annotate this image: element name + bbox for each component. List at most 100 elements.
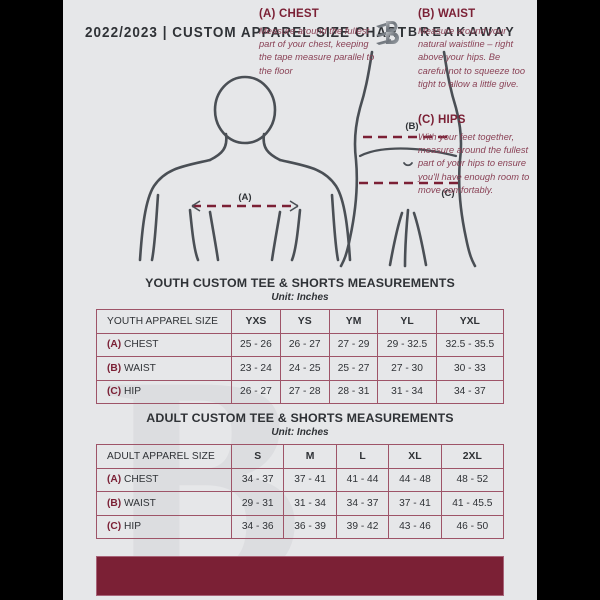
youth-hip-ys: 27 - 28 xyxy=(279,379,330,404)
adult-waist-2xl: 41 - 45.5 xyxy=(440,491,505,516)
measure-tag: (C) xyxy=(107,521,122,533)
measure-tag: (C) xyxy=(107,386,122,398)
youth-section-heading: YOUTH CUSTOM TEE & SHORTS MEASUREMENTS U… xyxy=(63,276,537,303)
adult-waist-l: 34 - 37 xyxy=(335,491,390,516)
page-title: 2022/2023 | CUSTOM APPAREL SIZE CHART xyxy=(85,25,408,41)
adult-waist-s: 29 - 31 xyxy=(230,491,285,516)
youth-size-col-4: YXL xyxy=(435,309,505,334)
callout-hips-title: (C) HIPS xyxy=(418,114,466,126)
adult-section-heading: ADULT CUSTOM TEE & SHORTS MEASUREMENTS U… xyxy=(63,411,537,438)
chest-indicator-label: (A) xyxy=(238,192,251,203)
youth-waist-ys: 24 - 25 xyxy=(279,356,330,381)
adult-section-unit: Unit: Inches xyxy=(271,427,329,438)
table-row: (A) CHEST 25 - 26 26 - 27 27 - 29 29 - 3… xyxy=(96,332,505,357)
youth-hip-ym: 28 - 31 xyxy=(328,379,379,404)
measure-label: HIP xyxy=(124,521,141,533)
youth-size-table: YOUTH APPAREL SIZE YXS YS YM YL YXL (A) … xyxy=(96,309,505,404)
measure-tag: (B) xyxy=(107,362,122,374)
callout-chest-body: Measure around the fullest part of your … xyxy=(259,26,375,76)
youth-size-col-2: YM xyxy=(328,309,379,334)
lower-body-figure xyxy=(339,50,477,268)
adult-hip-2xl: 46 - 50 xyxy=(440,514,505,539)
adult-chest-m: 37 - 41 xyxy=(283,467,337,492)
youth-section-unit: Unit: Inches xyxy=(271,292,329,303)
measure-tag: (A) xyxy=(107,474,122,486)
hip-indicator-label: (C) xyxy=(441,188,454,199)
youth-row-label-waist: (B) WAIST xyxy=(96,356,232,381)
adult-waist-m: 31 - 34 xyxy=(283,491,337,516)
table-row: (C) HIP 26 - 27 27 - 28 28 - 31 31 - 34 … xyxy=(96,379,505,404)
youth-waist-yl: 27 - 30 xyxy=(377,356,437,381)
table-row: (B) WAIST 29 - 31 31 - 34 34 - 37 37 - 4… xyxy=(96,491,505,516)
measure-label: CHEST xyxy=(124,339,159,351)
table-row: (A) CHEST 34 - 37 37 - 41 41 - 44 44 - 4… xyxy=(96,467,505,492)
adult-size-table: ADULT APPAREL SIZE S M L XL 2XL (A) CHES… xyxy=(96,444,505,539)
hip-measure-indicator: (C) xyxy=(359,181,462,199)
table-row: (B) WAIST 23 - 24 24 - 25 25 - 27 27 - 3… xyxy=(96,356,505,381)
callout-waist-title: (B) WAIST xyxy=(418,8,476,20)
youth-hip-yxl: 34 - 37 xyxy=(435,379,505,404)
youth-size-col-3: YL xyxy=(377,309,437,334)
waist-indicator-label: (B) xyxy=(405,121,418,132)
measure-label: WAIST xyxy=(124,497,156,509)
youth-chest-yxs: 25 - 26 xyxy=(231,332,281,357)
breakaway-b-logo-icon xyxy=(376,21,399,45)
youth-chest-yl: 29 - 32.5 xyxy=(377,332,437,357)
adult-size-col-1: M xyxy=(283,444,337,469)
adult-row-label-chest: (A) CHEST xyxy=(96,467,232,492)
adult-hip-s: 34 - 36 xyxy=(230,514,285,539)
measure-label: WAIST xyxy=(124,362,156,374)
adult-hip-xl: 43 - 46 xyxy=(388,514,442,539)
adult-hip-l: 39 - 42 xyxy=(335,514,390,539)
adult-size-col-3: XL xyxy=(388,444,442,469)
youth-chest-ys: 26 - 27 xyxy=(279,332,330,357)
upper-body-figure xyxy=(138,75,352,262)
youth-row-label-hip: (C) HIP xyxy=(96,379,232,404)
measure-label: HIP xyxy=(124,386,141,398)
measure-tag: (A) xyxy=(107,339,122,351)
adult-size-col-0: S xyxy=(230,444,285,469)
waist-measure-indicator: (B) xyxy=(363,121,453,139)
adult-row-label-waist: (B) WAIST xyxy=(96,491,232,516)
youth-chest-ym: 27 - 29 xyxy=(328,332,379,357)
brand-name: BREAKAWAY xyxy=(408,25,517,39)
callout-waist-body: Measure around your natural waistline – … xyxy=(418,26,525,89)
adult-chest-l: 41 - 44 xyxy=(335,467,390,492)
table-header-row: YOUTH APPAREL SIZE YXS YS YM YL YXL xyxy=(96,309,505,334)
adult-chest-2xl: 48 - 52 xyxy=(440,467,505,492)
callout-chest-title: (A) CHEST xyxy=(259,8,319,20)
callout-hips-body: With your feet together, measure around … xyxy=(418,132,530,195)
callout-chest: (A) CHEST Measure around the fullest par… xyxy=(259,8,377,78)
chest-measure-indicator: (A) xyxy=(191,192,299,212)
measure-label: CHEST xyxy=(124,474,159,486)
youth-size-col-0: YXS xyxy=(231,309,281,334)
size-chart-page: B 2022/2023 | CUSTOM APPAREL SIZE CHART … xyxy=(63,0,537,600)
adult-waist-xl: 37 - 41 xyxy=(388,491,442,516)
adult-size-col-2: L xyxy=(335,444,390,469)
page-header: 2022/2023 | CUSTOM APPAREL SIZE CHART BR… xyxy=(63,16,537,50)
adult-row-label-hip: (C) HIP xyxy=(96,514,232,539)
youth-waist-yxs: 23 - 24 xyxy=(231,356,281,381)
measure-tag: (B) xyxy=(107,497,122,509)
youth-section-title: YOUTH CUSTOM TEE & SHORTS MEASUREMENTS xyxy=(145,276,455,290)
youth-hip-yl: 31 - 34 xyxy=(377,379,437,404)
callout-hips: (C) HIPS With your feet together, measur… xyxy=(418,114,530,197)
table-header-row: ADULT APPAREL SIZE S M L XL 2XL xyxy=(96,444,505,469)
youth-hip-yxs: 26 - 27 xyxy=(231,379,281,404)
youth-row-label-chest: (A) CHEST xyxy=(96,332,232,357)
youth-size-header: YOUTH APPAREL SIZE xyxy=(96,309,232,334)
youth-waist-ym: 25 - 27 xyxy=(328,356,379,381)
adult-size-col-4: 2XL xyxy=(440,444,505,469)
adult-section-title: ADULT CUSTOM TEE & SHORTS MEASUREMENTS xyxy=(146,411,454,425)
table-row: (C) HIP 34 - 36 36 - 39 39 - 42 43 - 46 … xyxy=(96,514,505,539)
adult-chest-s: 34 - 37 xyxy=(230,467,285,492)
footer-bar xyxy=(96,556,504,596)
youth-waist-yxl: 30 - 33 xyxy=(435,356,505,381)
body-measurement-diagram: (A) (B) (C) xyxy=(138,50,477,268)
adult-chest-xl: 44 - 48 xyxy=(388,467,442,492)
adult-size-header: ADULT APPAREL SIZE xyxy=(96,444,232,469)
youth-chest-yxl: 32.5 - 35.5 xyxy=(435,332,505,357)
callout-waist: (B) WAIST Measure around your natural wa… xyxy=(418,8,530,91)
adult-hip-m: 36 - 39 xyxy=(283,514,337,539)
youth-size-col-1: YS xyxy=(279,309,330,334)
